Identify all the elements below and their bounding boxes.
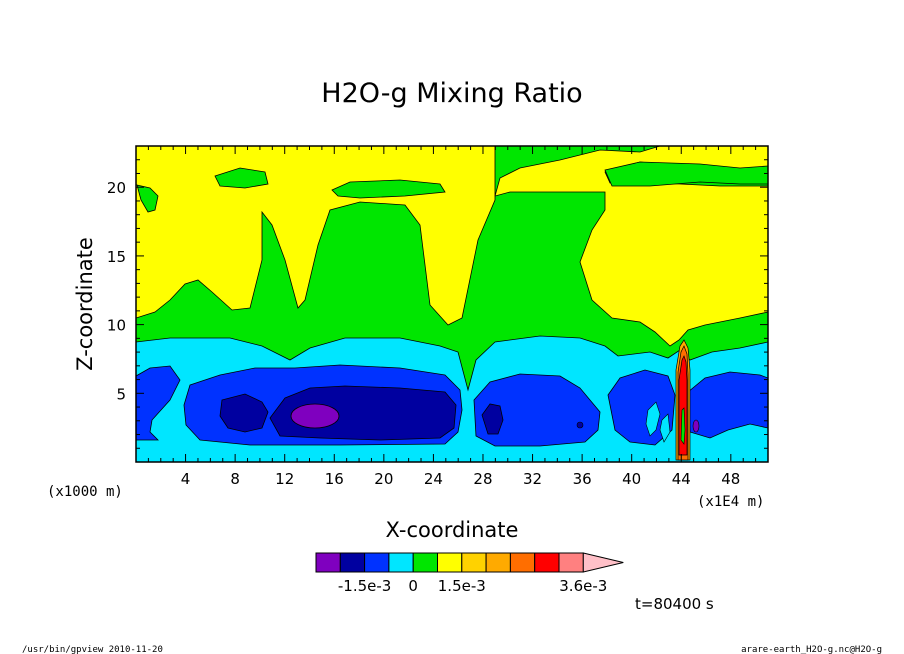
x-tick-label: 8: [230, 470, 240, 488]
x-tick-label: 28: [473, 470, 492, 488]
x-axis-label: X-coordinate: [386, 518, 519, 542]
colorbar-swatch: [509, 552, 536, 573]
y-tick-label: 20: [107, 179, 126, 197]
colorbar-swatch: [437, 552, 463, 573]
y-axis: 5 10 15 20: [107, 145, 768, 449]
x-unit-left: (x1000 m): [47, 484, 123, 500]
colorbar-arrow: [582, 552, 624, 573]
time-label: t=80400 s: [635, 595, 714, 613]
x-tick-label: 4: [181, 470, 191, 488]
colorbar-swatch: [534, 552, 560, 573]
contour-navy: [219, 393, 269, 433]
x-tick-label: 16: [325, 470, 344, 488]
colorbar-swatch: [485, 552, 511, 573]
colorbar-label: 1.5e-3: [438, 577, 486, 595]
colorbar: [315, 552, 624, 573]
footer-right: arare-earth_H2O-g.nc@H2O-g: [741, 645, 882, 654]
x-tick-label: 44: [672, 470, 691, 488]
y-tick-label: 5: [116, 385, 126, 403]
colorbar-swatch: [339, 552, 366, 573]
colorbar-swatch: [412, 552, 439, 573]
colorbar-swatch: [388, 552, 414, 573]
y-tick-label: 10: [107, 317, 126, 335]
colorbar-swatch: [364, 552, 390, 573]
colorbar-swatch: [315, 552, 341, 573]
x-tick-label: 48: [721, 470, 740, 488]
y-tick-label: 15: [107, 248, 126, 266]
contour-field: [136, 146, 768, 462]
plot-frame: [135, 145, 769, 463]
contour-purple: [290, 403, 340, 429]
x-tick-label: 36: [573, 470, 592, 488]
chart-title: H2O-g Mixing Ratio: [321, 78, 582, 109]
x-unit-right: (x1E4 m): [697, 494, 764, 510]
colorbar-swatch: [461, 552, 487, 573]
colorbar-label: 0: [408, 577, 418, 595]
colorbar-label: 3.6e-3: [559, 577, 607, 595]
colorbar-label: -1.5e-3: [338, 577, 391, 595]
footer-left: /usr/bin/gpview 2010-11-20: [22, 645, 163, 654]
y-axis-label: Z-coordinate: [73, 237, 97, 371]
contour-blue: [136, 365, 181, 441]
colorbar-swatch: [558, 552, 584, 573]
x-tick-label: 40: [622, 470, 641, 488]
x-tick-label: 12: [275, 470, 294, 488]
x-tick-label: 24: [424, 470, 443, 488]
colorbar-labels: -1.5e-3 0 1.5e-3 3.6e-3: [338, 577, 607, 595]
x-tick-label: 20: [374, 470, 393, 488]
x-tick-label: 32: [523, 470, 542, 488]
x-axis: 4 8 12 16 20 24 28 32 36 40 44 48: [147, 146, 769, 488]
